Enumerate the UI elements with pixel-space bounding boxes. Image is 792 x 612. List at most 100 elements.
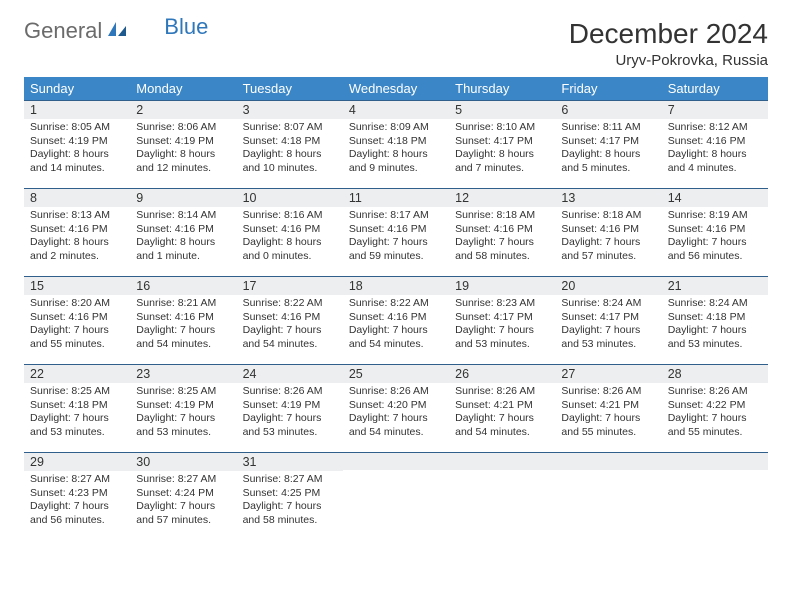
day-number: 18 <box>343 276 449 295</box>
sunrise-text: Sunrise: 8:22 AM <box>349 297 443 311</box>
daylight-text: Daylight: 7 hours and 54 minutes. <box>243 324 337 351</box>
calendar-day-cell: 4Sunrise: 8:09 AMSunset: 4:18 PMDaylight… <box>343 100 449 188</box>
sunset-text: Sunset: 4:17 PM <box>455 311 549 325</box>
sunset-text: Sunset: 4:16 PM <box>243 223 337 237</box>
weekday-header: Thursday <box>449 77 555 100</box>
empty-day <box>343 452 449 470</box>
calendar-day-cell: 29Sunrise: 8:27 AMSunset: 4:23 PMDayligh… <box>24 452 130 540</box>
day-number: 6 <box>555 100 661 119</box>
sunset-text: Sunset: 4:16 PM <box>455 223 549 237</box>
calendar-day-cell: 15Sunrise: 8:20 AMSunset: 4:16 PMDayligh… <box>24 276 130 364</box>
sunset-text: Sunset: 4:18 PM <box>668 311 762 325</box>
calendar-day-cell: 9Sunrise: 8:14 AMSunset: 4:16 PMDaylight… <box>130 188 236 276</box>
sunrise-text: Sunrise: 8:22 AM <box>243 297 337 311</box>
sunrise-text: Sunrise: 8:07 AM <box>243 121 337 135</box>
day-details: Sunrise: 8:26 AMSunset: 4:19 PMDaylight:… <box>237 383 343 444</box>
title-block: December 2024 Uryv-Pokrovka, Russia <box>569 18 768 69</box>
sunset-text: Sunset: 4:19 PM <box>243 399 337 413</box>
day-number: 25 <box>343 364 449 383</box>
daylight-text: Daylight: 8 hours and 7 minutes. <box>455 148 549 175</box>
sunset-text: Sunset: 4:21 PM <box>455 399 549 413</box>
weekday-header: Wednesday <box>343 77 449 100</box>
day-details: Sunrise: 8:25 AMSunset: 4:18 PMDaylight:… <box>24 383 130 444</box>
daylight-text: Daylight: 8 hours and 0 minutes. <box>243 236 337 263</box>
day-details: Sunrise: 8:19 AMSunset: 4:16 PMDaylight:… <box>662 207 768 268</box>
day-details: Sunrise: 8:25 AMSunset: 4:19 PMDaylight:… <box>130 383 236 444</box>
daylight-text: Daylight: 8 hours and 1 minute. <box>136 236 230 263</box>
sunset-text: Sunset: 4:16 PM <box>561 223 655 237</box>
sunrise-text: Sunrise: 8:27 AM <box>136 473 230 487</box>
daylight-text: Daylight: 7 hours and 53 minutes. <box>455 324 549 351</box>
weekday-header-row: SundayMondayTuesdayWednesdayThursdayFrid… <box>24 77 768 100</box>
day-details: Sunrise: 8:26 AMSunset: 4:22 PMDaylight:… <box>662 383 768 444</box>
calendar-day-cell: 19 Sunrise: 8:23 AMSunset: 4:17 PMDayligh… <box>449 276 555 364</box>
calendar-day-cell: 2Sunrise: 8:06 AMSunset: 4:19 PMDaylight… <box>130 100 236 188</box>
sunrise-text: Sunrise: 8:20 AM <box>30 297 124 311</box>
calendar-day-cell <box>343 452 449 540</box>
sunrise-text: Sunrise: 8:25 AM <box>30 385 124 399</box>
calendar-day-cell: 6Sunrise: 8:11 AMSunset: 4:17 PMDaylight… <box>555 100 661 188</box>
calendar-day-cell: 11Sunrise: 8:17 AMSunset: 4:16 PMDayligh… <box>343 188 449 276</box>
calendar-day-cell: 1Sunrise: 8:05 AMSunset: 4:19 PMDaylight… <box>24 100 130 188</box>
day-details: Sunrise: 8:17 AMSunset: 4:16 PMDaylight:… <box>343 207 449 268</box>
sunset-text: Sunset: 4:21 PM <box>561 399 655 413</box>
calendar-day-cell: 12Sunrise: 8:18 AMSunset: 4:16 PMDayligh… <box>449 188 555 276</box>
sunrise-text: Sunrise: 8:09 AM <box>349 121 443 135</box>
day-details: Sunrise: 8:12 AMSunset: 4:16 PMDaylight:… <box>662 119 768 180</box>
day-number: 3 <box>237 100 343 119</box>
calendar-day-cell: 5Sunrise: 8:10 AMSunset: 4:17 PMDaylight… <box>449 100 555 188</box>
daylight-text: Daylight: 7 hours and 58 minutes. <box>243 500 337 527</box>
sunrise-text: Sunrise: 8:17 AM <box>349 209 443 223</box>
day-details: Sunrise: 8:09 AMSunset: 4:18 PMDaylight:… <box>343 119 449 180</box>
sunset-text: Sunset: 4:18 PM <box>243 135 337 149</box>
header: General Blue December 2024 Uryv-Pokrovka… <box>24 18 768 69</box>
day-number: 19 <box>449 276 555 295</box>
calendar-week-row: 29Sunrise: 8:27 AMSunset: 4:23 PMDayligh… <box>24 452 768 540</box>
day-number: 12 <box>449 188 555 207</box>
sunset-text: Sunset: 4:16 PM <box>136 311 230 325</box>
sunrise-text: Sunrise: 8:23 AM <box>455 297 549 311</box>
sunrise-text: Sunrise: 8:06 AM <box>136 121 230 135</box>
daylight-text: Daylight: 7 hours and 55 minutes. <box>30 324 124 351</box>
daylight-text: Daylight: 7 hours and 53 minutes. <box>668 324 762 351</box>
day-details: Sunrise: 8:27 AMSunset: 4:24 PMDaylight:… <box>130 471 236 532</box>
calendar-week-row: 15Sunrise: 8:20 AMSunset: 4:16 PMDayligh… <box>24 276 768 364</box>
sunset-text: Sunset: 4:16 PM <box>349 223 443 237</box>
calendar-table: SundayMondayTuesdayWednesdayThursdayFrid… <box>24 77 768 540</box>
day-number: 20 <box>555 276 661 295</box>
sunrise-text: Sunrise: 8:26 AM <box>243 385 337 399</box>
calendar-day-cell <box>555 452 661 540</box>
day-details: Sunrise: 8:21 AMSunset: 4:16 PMDaylight:… <box>130 295 236 356</box>
sunrise-text: Sunrise: 8:12 AM <box>668 121 762 135</box>
calendar-day-cell: 31Sunrise: 8:27 AMSunset: 4:25 PMDayligh… <box>237 452 343 540</box>
day-number: 16 <box>130 276 236 295</box>
sunset-text: Sunset: 4:16 PM <box>243 311 337 325</box>
daylight-text: Daylight: 7 hours and 55 minutes. <box>561 412 655 439</box>
sunrise-text: Sunrise: 8:13 AM <box>30 209 124 223</box>
weekday-header: Tuesday <box>237 77 343 100</box>
sunset-text: Sunset: 4:19 PM <box>136 399 230 413</box>
sunset-text: Sunset: 4:16 PM <box>668 135 762 149</box>
daylight-text: Daylight: 7 hours and 54 minutes. <box>455 412 549 439</box>
day-number: 17 <box>237 276 343 295</box>
sunset-text: Sunset: 4:16 PM <box>136 223 230 237</box>
brand-logo: General Blue <box>24 18 208 44</box>
sunrise-text: Sunrise: 8:18 AM <box>455 209 549 223</box>
calendar-day-cell: 22Sunrise: 8:25 AMSunset: 4:18 PMDayligh… <box>24 364 130 452</box>
day-details: Sunrise: 8:11 AMSunset: 4:17 PMDaylight:… <box>555 119 661 180</box>
day-details: Sunrise: 8:18 AMSunset: 4:16 PMDaylight:… <box>555 207 661 268</box>
sunset-text: Sunset: 4:16 PM <box>30 311 124 325</box>
day-details: Sunrise: 8:10 AMSunset: 4:17 PMDaylight:… <box>449 119 555 180</box>
day-details: Sunrise: 8:26 AMSunset: 4:21 PMDaylight:… <box>555 383 661 444</box>
daylight-text: Daylight: 8 hours and 10 minutes. <box>243 148 337 175</box>
calendar-week-row: 1Sunrise: 8:05 AMSunset: 4:19 PMDaylight… <box>24 100 768 188</box>
sunrise-text: Sunrise: 8:14 AM <box>136 209 230 223</box>
sunrise-text: Sunrise: 8:19 AM <box>668 209 762 223</box>
calendar-day-cell: 20Sunrise: 8:24 AMSunset: 4:17 PMDayligh… <box>555 276 661 364</box>
sunset-text: Sunset: 4:16 PM <box>349 311 443 325</box>
day-number: 22 <box>24 364 130 383</box>
sunrise-text: Sunrise: 8:26 AM <box>349 385 443 399</box>
sunset-text: Sunset: 4:19 PM <box>136 135 230 149</box>
daylight-text: Daylight: 7 hours and 56 minutes. <box>30 500 124 527</box>
empty-day <box>555 452 661 470</box>
